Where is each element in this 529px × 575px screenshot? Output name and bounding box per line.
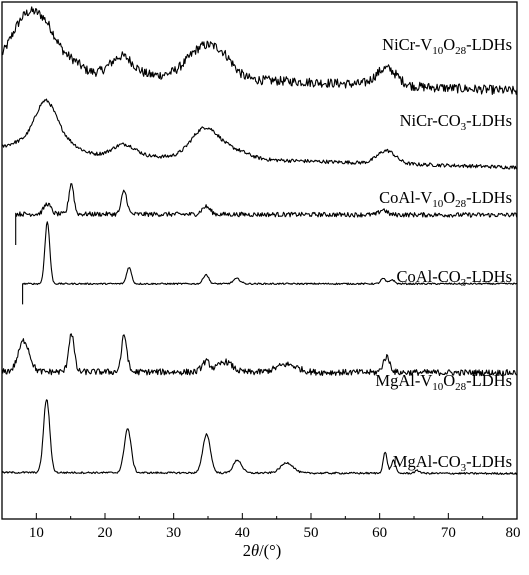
x-tick-label-40: 40 xyxy=(235,525,250,541)
x-tick-label-50: 50 xyxy=(304,525,319,541)
trace-mgal-v10o28-ldhs xyxy=(1,333,517,377)
trace-nicr-v10o28-ldhs xyxy=(1,6,518,95)
x-tick-label-70: 70 xyxy=(441,525,456,541)
series-label-nicr-v10o28-ldhs: NiCr-V10O28-LDHs xyxy=(382,35,512,57)
trace-coal-co3-ldhs xyxy=(22,221,518,305)
series-label-nicr-co3-ldhs: NiCr-CO3-LDHs xyxy=(400,111,512,133)
series-labels: NiCr-V10O28-LDHs NiCr-CO3-LDHs CoAl-V10O28… xyxy=(375,35,512,474)
x-tick-label-80: 80 xyxy=(506,525,521,541)
x-tick-label-30: 30 xyxy=(166,525,181,541)
traces-layer xyxy=(1,6,518,475)
series-label-mgal-co3-ldhs: MgAl-CO3-LDHs xyxy=(393,452,512,474)
x-ticks: 10 20 30 40 50 60 70 80 xyxy=(29,513,521,541)
trace-mgal-co3-ldhs xyxy=(1,399,518,475)
x-tick-label-60: 60 xyxy=(372,525,387,541)
series-label-mgal-v10o28-ldhs: MgAl-V10O28-LDHs xyxy=(375,371,512,393)
x-tick-label-10: 10 xyxy=(29,525,44,541)
series-label-coal-v10o28-ldhs: CoAl-V10O28-LDHs xyxy=(379,188,512,210)
plot-frame xyxy=(1,1,518,520)
x-tick-label-20: 20 xyxy=(98,525,113,541)
x-axis-label: 2θ/(°) xyxy=(243,541,282,560)
trace-coal-v10o28-ldhs xyxy=(15,183,518,245)
series-label-coal-co3-ldhs: CoAl-CO3-LDHs xyxy=(397,267,513,289)
trace-nicr-co3-ldhs xyxy=(1,98,518,170)
